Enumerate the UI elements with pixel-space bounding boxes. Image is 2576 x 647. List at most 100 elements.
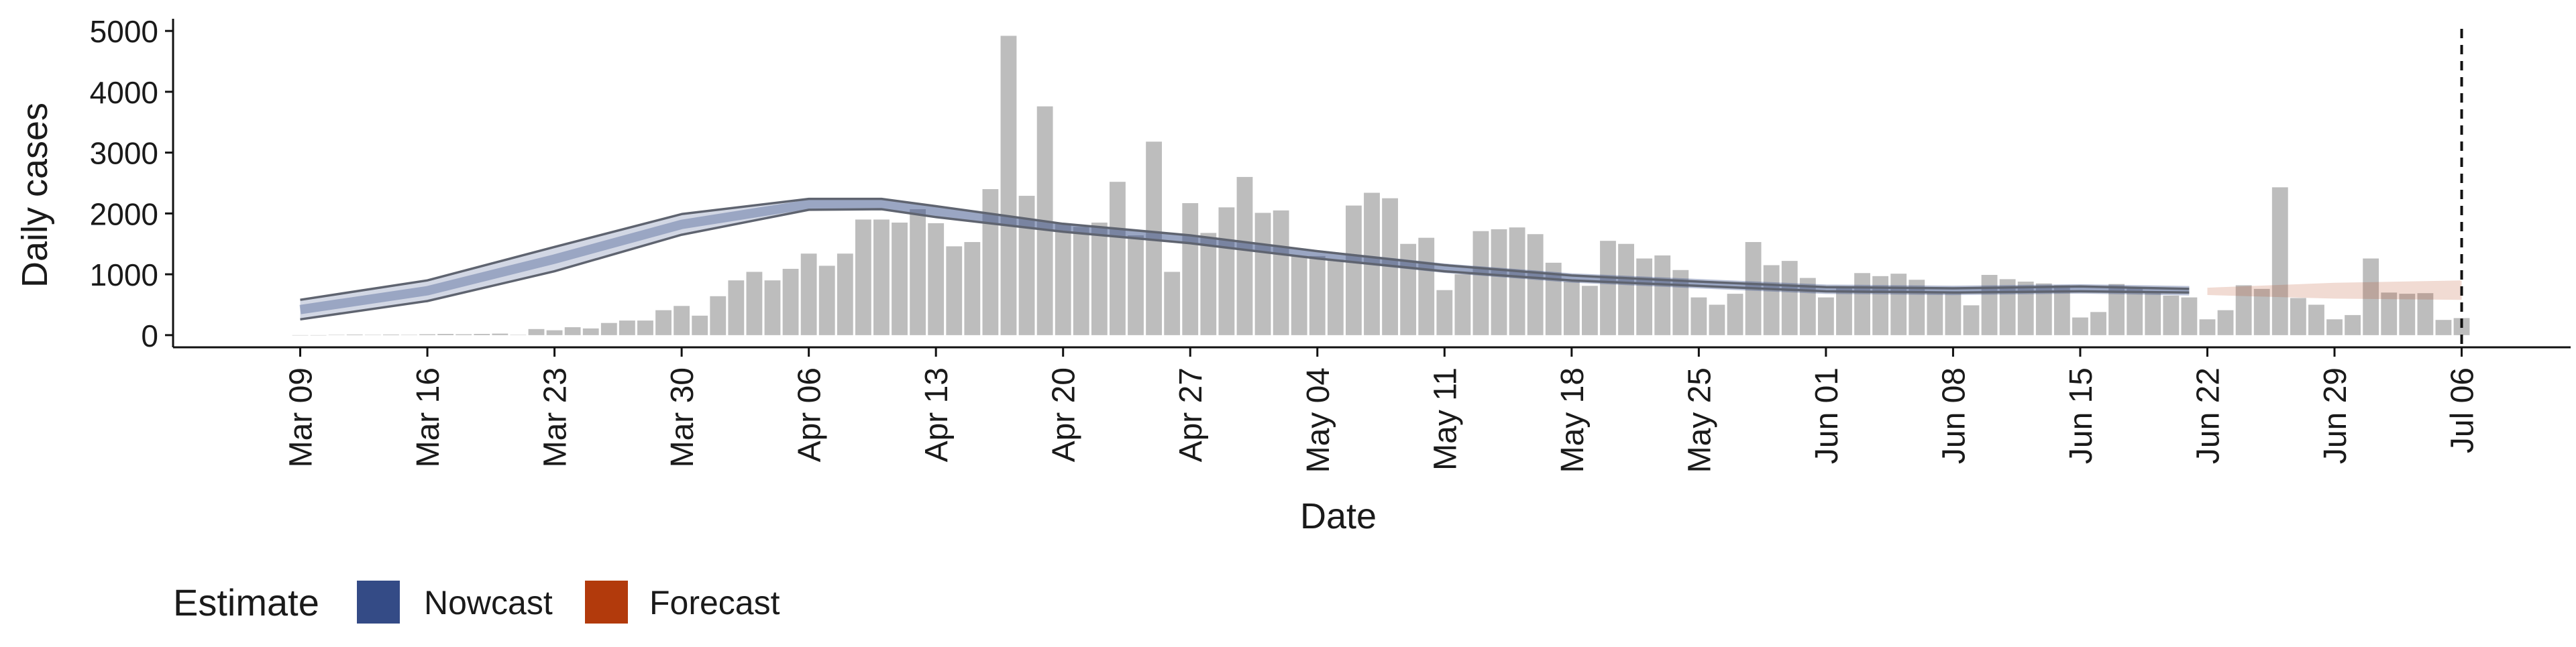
bar-2020-06-02 xyxy=(1836,286,1852,335)
bar-2020-06-01 xyxy=(1817,297,1834,335)
bar-2020-05-16 xyxy=(1527,234,1544,335)
forecast-ribbon xyxy=(2207,280,2462,300)
bar-2020-06-30 xyxy=(2345,314,2361,335)
bar-2020-03-28 xyxy=(637,320,653,335)
bar-2020-06-07 xyxy=(1927,292,1943,335)
y-tick-label: 0 xyxy=(141,318,158,353)
y-tick-label: 4000 xyxy=(90,75,158,110)
bar-2020-04-02 xyxy=(728,280,745,335)
x-tick-label: May 11 xyxy=(1428,367,1463,471)
bar-2020-07-01 xyxy=(2363,258,2379,335)
y-tick-label: 5000 xyxy=(90,14,158,49)
legend-label-nowcast: Nowcast xyxy=(424,584,553,622)
bar-2020-05-09 xyxy=(1400,243,1417,335)
y-tick-label: 3000 xyxy=(90,136,158,171)
bar-2020-06-24 xyxy=(2235,285,2252,335)
bar-2020-06-23 xyxy=(2217,310,2234,335)
bar-2020-04-04 xyxy=(764,280,781,335)
bar-2020-03-19 xyxy=(474,334,490,335)
bar-2020-06-08 xyxy=(1945,292,1962,335)
legend-key-forecast xyxy=(585,581,628,624)
bar-2020-05-26 xyxy=(1709,304,1725,335)
x-tick-label: Mar 30 xyxy=(665,367,700,467)
x-tick-label: May 04 xyxy=(1301,367,1336,473)
y-tick-label: 2000 xyxy=(90,196,158,231)
x-tick-label: Jun 29 xyxy=(2318,367,2353,464)
bar-2020-06-19 xyxy=(2145,291,2161,335)
bar-2020-05-02 xyxy=(1273,210,1289,335)
bar-2020-04-05 xyxy=(782,268,799,335)
legend-key-nowcast xyxy=(357,581,400,624)
bar-2020-04-15 xyxy=(964,242,981,335)
bar-2020-04-30 xyxy=(1236,176,1253,335)
x-tick-label: Jun 15 xyxy=(2063,367,2099,464)
bar-2020-03-22 xyxy=(528,329,545,335)
bar-2020-05-11 xyxy=(1436,290,1453,335)
bar-2020-05-04 xyxy=(1309,255,1326,335)
bar-2020-05-12 xyxy=(1454,274,1471,335)
bar-2020-06-17 xyxy=(2108,284,2125,335)
bar-2020-03-16 xyxy=(419,334,435,335)
x-tick-label: Jun 01 xyxy=(1809,367,1845,464)
nowcast-center-band xyxy=(299,199,2190,314)
bar-2020-03-20 xyxy=(492,333,508,335)
bar-2020-04-13 xyxy=(928,223,945,335)
bar-2020-04-07 xyxy=(818,266,835,335)
bar-2020-07-04 xyxy=(2417,293,2434,335)
bar-2020-05-03 xyxy=(1291,255,1307,335)
legend: Estimate Nowcast Forecast xyxy=(173,581,780,624)
x-tick-label: May 18 xyxy=(1555,367,1591,473)
x-axis-ticks: Mar 09 Mar 16 Mar 23 Mar 30 Apr 06 Apr 13 Apr … xyxy=(284,347,2481,473)
bar-2020-04-27 xyxy=(1182,202,1199,335)
bar-2020-04-08 xyxy=(837,253,853,335)
bar-2020-04-09 xyxy=(855,219,871,335)
bar-2020-06-15 xyxy=(2072,317,2088,335)
bar-2020-06-28 xyxy=(2308,304,2324,335)
bar-2020-06-05 xyxy=(1890,274,1907,335)
bar-2020-06-13 xyxy=(2035,283,2052,335)
bar-2020-05-20 xyxy=(1600,241,1616,335)
bar-2020-03-17 xyxy=(437,334,454,335)
bar-2020-05-15 xyxy=(1509,227,1525,335)
x-tick-label: Mar 09 xyxy=(284,367,319,467)
x-tick-label: May 25 xyxy=(1682,367,1717,473)
bar-2020-04-26 xyxy=(1164,272,1181,335)
bar-2020-06-29 xyxy=(2326,319,2343,335)
x-tick-label: Apr 06 xyxy=(792,367,828,462)
bar-2020-04-16 xyxy=(982,189,999,335)
y-axis-ticks: 0 1000 2000 3000 4000 5000 xyxy=(90,14,173,353)
bar-2020-03-29 xyxy=(655,310,672,335)
bar-2020-03-24 xyxy=(564,327,581,335)
bar-2020-03-18 xyxy=(455,334,472,335)
x-tick-label: Jun 22 xyxy=(2190,367,2226,464)
bar-2020-04-11 xyxy=(892,222,908,335)
bar-2020-03-09 xyxy=(292,335,309,336)
nowcast-upper-bound-line xyxy=(300,197,2190,301)
bar-2020-05-27 xyxy=(1727,294,1743,335)
bar-2020-05-31 xyxy=(1799,278,1816,335)
bar-2020-06-20 xyxy=(2163,295,2180,335)
bar-2020-03-25 xyxy=(582,328,599,335)
bar-2020-04-29 xyxy=(1218,207,1235,335)
bar-2020-06-26 xyxy=(2271,187,2288,335)
bar-2020-07-03 xyxy=(2399,294,2416,335)
bar-2020-04-18 xyxy=(1018,196,1035,335)
bar-2020-05-19 xyxy=(1581,286,1598,335)
nowcast-lower-bound-line xyxy=(300,208,2190,321)
bar-2020-04-14 xyxy=(946,246,963,335)
bar-2020-06-06 xyxy=(1909,280,1925,335)
bound-line-layer xyxy=(300,197,2190,321)
y-axis-title: Daily cases xyxy=(15,103,55,288)
x-tick-label: Jun 08 xyxy=(1936,367,1972,464)
bar-2020-03-31 xyxy=(692,315,708,335)
bar-2020-03-26 xyxy=(600,322,617,335)
x-tick-label: Apr 13 xyxy=(919,367,955,462)
bar-2020-04-12 xyxy=(910,209,926,335)
bar-2020-04-21 xyxy=(1073,227,1089,335)
bar-2020-06-04 xyxy=(1872,276,1889,335)
legend-title: Estimate xyxy=(173,581,319,624)
bar-2020-04-23 xyxy=(1110,182,1126,335)
bar-2020-04-06 xyxy=(800,253,817,335)
